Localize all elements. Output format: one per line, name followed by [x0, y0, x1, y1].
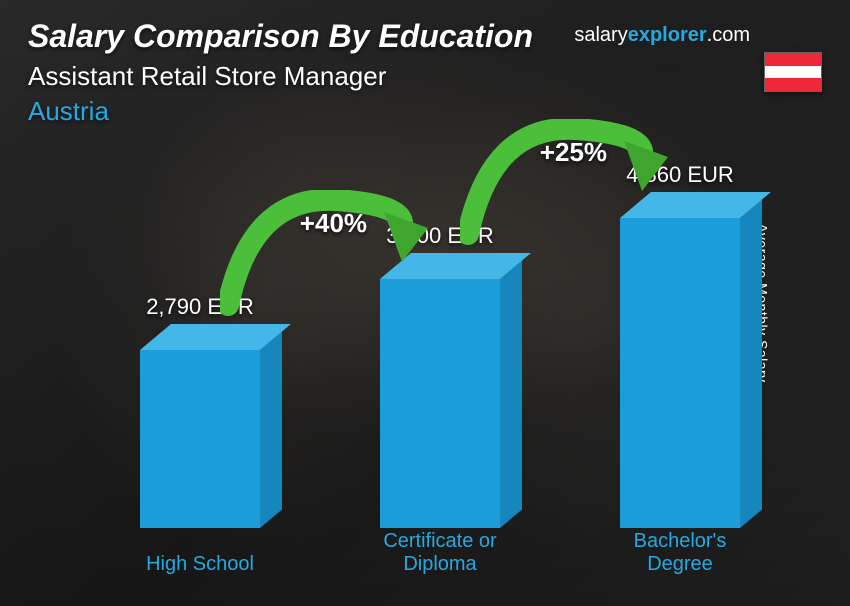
- bar-label-1: Certificate orDiploma: [330, 530, 550, 576]
- brand-part2: explorer: [628, 24, 707, 46]
- brand-logo: salaryexplorer.com: [574, 24, 750, 47]
- bar-label-2: Bachelor'sDegree: [570, 530, 790, 576]
- increase-label-1: +25%: [540, 137, 607, 168]
- increase-arc-1: +25%: [460, 119, 670, 249]
- chart-country: Austria: [28, 96, 822, 127]
- increase-label-0: +40%: [300, 208, 367, 239]
- country-flag: [764, 52, 822, 92]
- bar-side: [500, 261, 522, 528]
- chart-subtitle: Assistant Retail Store Manager: [28, 61, 822, 92]
- increase-arc-0: +40%: [220, 190, 430, 320]
- bar-front: [140, 350, 260, 528]
- brand-part3: .com: [707, 24, 750, 46]
- bar-label-0: High School: [90, 553, 310, 576]
- flag-stripe-2: [765, 78, 821, 91]
- bar-0: [140, 350, 260, 528]
- bar-2: [620, 218, 740, 528]
- bar-front: [620, 218, 740, 528]
- brand-part1: salary: [574, 24, 627, 46]
- bar-side: [740, 200, 762, 528]
- bar-chart: 2,790 EURHigh School3,900 EURCertificate…: [60, 136, 780, 576]
- flag-stripe-1: [765, 66, 821, 79]
- flag-stripe-0: [765, 53, 821, 66]
- bar-side: [260, 332, 282, 528]
